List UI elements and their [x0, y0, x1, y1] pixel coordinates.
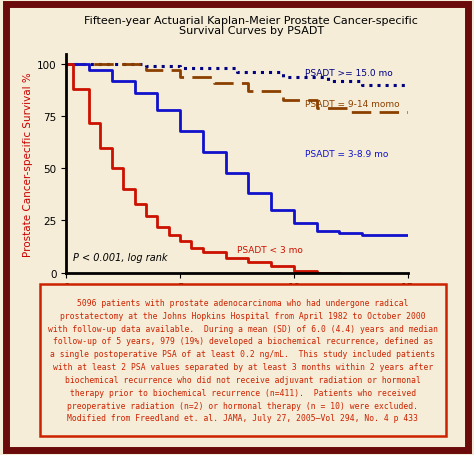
Text: PSADT < 3 mo: PSADT < 3 mo	[237, 246, 303, 255]
Text: PSADT >= 15.0 mo: PSADT >= 15.0 mo	[305, 69, 393, 78]
X-axis label: Time after biochemical recurrence (years): Time after biochemical recurrence (years…	[120, 298, 354, 308]
Text: Fifteen-year Actuarial Kaplan-Meier Prostate Cancer-specific: Fifteen-year Actuarial Kaplan-Meier Pros…	[84, 15, 418, 25]
Text: PSADT = 9-14 momo: PSADT = 9-14 momo	[305, 100, 400, 109]
Text: P < 0.001, log rank: P < 0.001, log rank	[73, 253, 168, 263]
Y-axis label: Prostate Cancer-specific Survival %: Prostate Cancer-specific Survival %	[23, 71, 33, 256]
FancyBboxPatch shape	[40, 284, 446, 436]
Text: Survival Curves by PSADT: Survival Curves by PSADT	[179, 25, 324, 35]
Text: PSADT = 3-8.9 mo: PSADT = 3-8.9 mo	[305, 150, 389, 159]
Text: 5096 patients with prostate adenocarcinoma who had undergone radical
prostatecto: 5096 patients with prostate adenocarcino…	[48, 298, 438, 423]
